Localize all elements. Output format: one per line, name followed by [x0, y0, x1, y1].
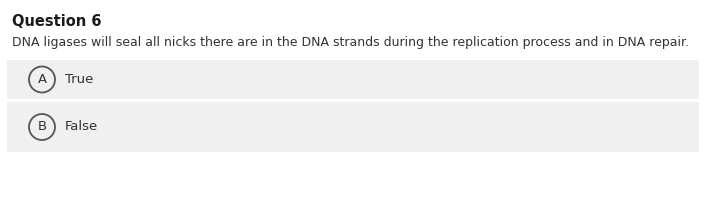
Text: B: B — [37, 121, 47, 133]
Text: DNA ligases will seal all nicks there are in the DNA strands during the replicat: DNA ligases will seal all nicks there ar… — [12, 36, 689, 49]
Text: False: False — [65, 121, 98, 133]
FancyBboxPatch shape — [7, 60, 699, 99]
Text: True: True — [65, 73, 93, 86]
FancyBboxPatch shape — [7, 102, 699, 152]
Text: Question 6: Question 6 — [12, 14, 102, 29]
Text: A: A — [37, 73, 47, 86]
